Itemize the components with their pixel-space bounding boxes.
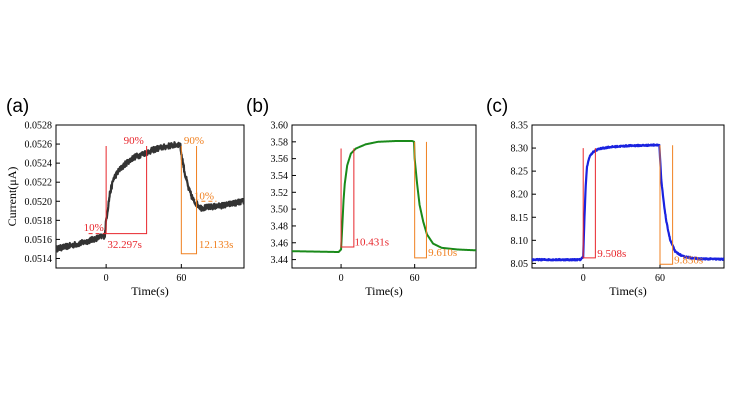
y-tick-label: 3.50 [271,205,289,216]
x-axis-label: Time(s) [365,284,403,298]
x-axis-label: Time(s) [131,284,169,298]
panel-1: (a) 0.0514 0.0516 0.0518 0.0520 0.0522 0.0524 0… [5,96,245,298]
x-tick-label: 0 [104,273,109,284]
plot-frame [291,124,477,269]
panel-3: (c) 8.05 8.10 8.15 8.20 8.25 8.30 8.35 0 60 Time(s… [486,96,725,298]
fall-time-marker [659,145,674,265]
annotation-label: 90% [184,135,204,147]
y-tick-label: 0.0526 [25,140,53,151]
panel-letter: (c) [486,96,508,117]
y-axis-label: Current(μA) [5,167,19,227]
annotation-label: 12.133s [199,239,234,251]
y-tick-label: 0.0514 [25,254,53,265]
rise-time-marker [582,148,596,259]
y-tick-label: 3.44 [271,255,289,266]
x-tick-label: 0 [581,273,586,284]
y-tick-label: 8.35 [511,121,529,132]
y-tick-label: 3.52 [271,188,289,199]
y-tick-label: 3.60 [271,121,289,132]
y-tick-label: 3.48 [271,221,289,232]
annotation-label: 9.508s [597,248,626,260]
annotation-label: 32.297s [107,239,142,251]
y-tick-label: 8.15 [511,213,529,224]
x-tick-label: 60 [655,273,665,284]
panel-letter: (b) [246,96,269,117]
rise-time-marker [340,148,355,248]
y-tick-label: 3.54 [271,171,289,182]
y-tick-label: 0.0520 [25,197,53,208]
y-tick-label: 8.30 [511,144,529,155]
y-tick-label: 8.05 [511,259,529,270]
x-tick-label: 60 [176,273,186,284]
y-tick-label: 3.58 [271,137,289,148]
annotation-label: 10.431s [355,236,390,248]
panel-2: (b) 3.44 3.46 3.48 3.50 3.52 3.54 3.56 3.58 3.60 0… [246,96,477,298]
y-tick-label: 3.56 [271,154,289,165]
x-tick-label: 60 [410,273,420,284]
y-tick-label: 8.10 [511,236,529,247]
fall-time-marker [414,141,427,259]
rise-time-marker [105,145,148,235]
x-axis-label: Time(s) [609,284,647,298]
annotation-label: 10% [194,190,214,202]
annotation-label: 9.610s [428,247,457,259]
series-line [532,143,724,262]
y-tick-label: 0.0524 [25,159,53,170]
x-tick-label: 0 [339,273,344,284]
series-line [56,141,244,253]
fall-time-marker [180,145,198,255]
y-tick-label: 0.0516 [25,235,53,246]
annotation-label: 10% [84,222,104,234]
plot-frame [55,124,245,269]
y-tick-label: 8.25 [511,167,529,178]
annotation-label: 90% [124,135,144,147]
panel-letter: (a) [6,96,29,117]
annotation-label: 9.850s [674,254,703,266]
y-tick-label: 0.0522 [25,178,53,189]
y-tick-label: 0.0518 [25,216,53,227]
series-line [292,139,476,254]
y-tick-label: 3.46 [271,238,289,249]
y-tick-label: 0.0528 [25,121,53,132]
plot-frame [531,124,725,269]
y-tick-label: 8.20 [511,190,529,201]
